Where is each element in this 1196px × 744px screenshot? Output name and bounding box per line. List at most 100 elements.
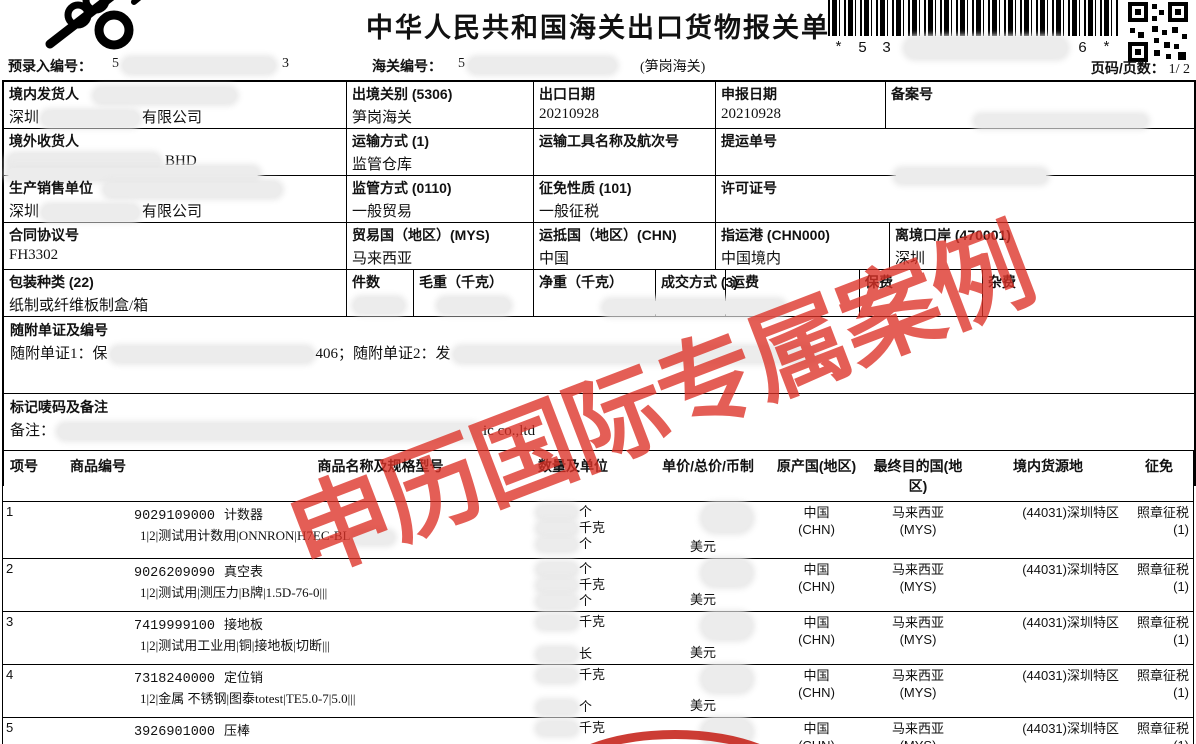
consignor-value: 深圳 有限公司 (9, 106, 341, 127)
item-spec: 1|2|测试用|测压力|B牌|1.5D-76-0||| (140, 585, 328, 600)
redaction (906, 39, 1066, 57)
consignor-city: 深圳 (9, 110, 40, 126)
item-exemption: 照章征税(1) (1136, 721, 1189, 744)
producer-value: 深圳 有限公司 (9, 200, 341, 221)
item-code: 9029109000 (133, 509, 215, 524)
producer-label: 生产销售单位 (9, 180, 93, 196)
item-dest: 马来西亚(MYS) (891, 668, 944, 700)
supervision-mode-label: 监管方式 (0110) (352, 180, 452, 196)
qr-code (1126, 0, 1190, 64)
exit-customs-label: 出境关别 (5306) (352, 86, 453, 102)
license-no-label: 许可证号 (721, 180, 777, 196)
page-title: 中华人民共和国海关出口货物报关单 (366, 13, 830, 43)
item-spec: 1|2|金属 不锈钢|图泰totest|TE5.0-7|5.0||| (140, 691, 356, 706)
item-no: 3 (6, 614, 14, 629)
attached-docs-label: 随附单证及编号 (10, 322, 108, 338)
trade-country-label: 贸易国（地区）(MYS) (352, 227, 490, 243)
goods-table-header: 项号 商品编号 商品名称及规格型号 数量及单位 单价/总价/币制 原产国(地区)… (3, 450, 1193, 502)
item-price: 美元 (648, 559, 768, 611)
goods-row: 2 9026209090 真空表 1|2|测试用|测压力|B牌|1.5D-76-0… (3, 559, 1193, 612)
redaction (703, 561, 751, 585)
form-row-consignee: 境外收货人 BHD 运输方式 (1) 监管仓库 运输工具名称及航次号 提运单号 (4, 129, 1194, 179)
redaction (538, 649, 576, 661)
item-origin: 中国(CHN) (798, 615, 835, 647)
field-deal-mode: 成交方式 (3) (656, 270, 738, 316)
redaction (94, 88, 235, 102)
page-number: 页码/页数： 1/ 2 (1091, 58, 1190, 78)
field-export-date: 出口日期 20210928 (534, 82, 716, 128)
item-qty-units: 千克 个 (538, 665, 648, 717)
redaction (538, 539, 576, 551)
redaction (124, 59, 274, 72)
field-producer: 生产销售单位 深圳 有限公司 (4, 176, 347, 222)
attached-docs-section: 随附单证及编号 随附单证1：保 406；随附单证2：发 (4, 317, 1194, 394)
dest-port-value: 中国境内 (721, 251, 782, 267)
field-contract-no: 合同协议号 FH3302 (4, 223, 347, 269)
consignee-tail: BHD (165, 153, 197, 169)
redaction (8, 168, 258, 179)
item-code: 7419999100 (133, 619, 215, 634)
redaction (538, 617, 576, 629)
item-currency: 美元 (690, 539, 717, 554)
item-price: 美元 (648, 665, 768, 717)
customs-emblem-logo (45, 0, 142, 50)
marks-remarks-section: 标记唛码及备注 备注： ic co.,ltd (4, 394, 1194, 486)
item-no: 2 (6, 561, 14, 576)
redaction (111, 348, 312, 362)
freight-label: 运费 (731, 274, 759, 290)
field-dest-port: 指运港 (CHN000) 中国境内 (716, 223, 890, 269)
col-header-dest: 最终目的国(地区) (873, 458, 963, 494)
col-header-exemption: 征免 (1145, 458, 1173, 474)
field-packing: 包装种类 (22) 纸制或纤维板制盒/箱 (4, 270, 347, 316)
field-bill-no: 提运单号 (716, 129, 1194, 175)
field-transport-name: 运输工具名称及航次号 (534, 129, 716, 175)
item-name: 定位销 (224, 670, 264, 685)
item-origin: 中国(CHN) (798, 505, 835, 537)
redaction (538, 507, 576, 519)
redaction (538, 523, 576, 535)
redaction (470, 59, 615, 72)
field-license-no: 许可证号 (716, 170, 1194, 222)
transport-mode-value: 监管仓库 (352, 157, 413, 173)
marks-remarks-label: 标记唛码及备注 (10, 399, 108, 415)
goods-row: 4 7318240000 定位销 1|2|金属 不锈钢|图泰totest|TE5.… (3, 665, 1193, 718)
item-price: 美元 (648, 612, 768, 664)
declare-date-value: 20210928 (721, 106, 781, 122)
redaction (538, 702, 576, 714)
exit-customs-value: 笋岗海关 (352, 110, 413, 126)
declaration-form: 境内发货人 深圳 有限公司 出境关别 (5306) 笋岗海关 出口日期 20210… (2, 80, 1196, 486)
contract-no-label: 合同协议号 (9, 227, 79, 243)
barcode-text: * 5 3 6 * (828, 39, 1120, 57)
field-trade-country: 贸易国（地区）(MYS) 马来西亚 (347, 223, 534, 269)
item-exemption: 照章征税(1) (1136, 505, 1189, 537)
col-header-origin: 原产国(地区) (776, 458, 857, 474)
item-code: 7318240000 (133, 672, 215, 687)
field-record-no: 备案号 (886, 82, 1194, 128)
customs-office-note: (笋岗海关) (640, 60, 706, 75)
consignor-label: 境内发货人 (9, 86, 79, 102)
field-declare-date: 申报日期 20210928 (716, 82, 886, 128)
redaction (454, 348, 815, 362)
declare-date-label: 申报日期 (721, 86, 777, 102)
arrival-country-value: 中国 (539, 251, 570, 267)
item-origin: 中国(CHN) (798, 562, 835, 594)
field-consignor: 境内发货人 深圳 有限公司 (4, 82, 347, 128)
producer-city: 深圳 (9, 204, 40, 220)
item-source: (44031)深圳特区 (1022, 721, 1119, 736)
remarks-value: 备注： ic co.,ltd (10, 419, 1188, 440)
transport-mode-label: 运输方式 (1) (352, 133, 429, 149)
item-qty-units: 千克 个 (538, 718, 648, 744)
field-supervision-mode: 监管方式 (0110) 一般贸易 (347, 176, 534, 222)
exemption-nature-label: 征免性质 (101) (539, 180, 632, 196)
item-qty-units: 个 千克 个 (538, 502, 648, 558)
item-name: 接地板 (224, 617, 264, 632)
item-qty-units: 千克 长 (538, 612, 648, 664)
supervision-mode-value: 一般贸易 (352, 204, 413, 220)
field-consignee: 境外收货人 BHD (4, 129, 347, 179)
page-number-value: 1/ 2 (1168, 62, 1190, 77)
redaction (976, 116, 1146, 126)
item-name: 压棒 (224, 723, 251, 738)
field-exit-port: 离境口岸 (470001) 深圳 (890, 223, 1194, 269)
goods-row: 3 7419999100 接地板 1|2|测试用工业用|铜|接地板|切断||| 千… (3, 612, 1193, 665)
